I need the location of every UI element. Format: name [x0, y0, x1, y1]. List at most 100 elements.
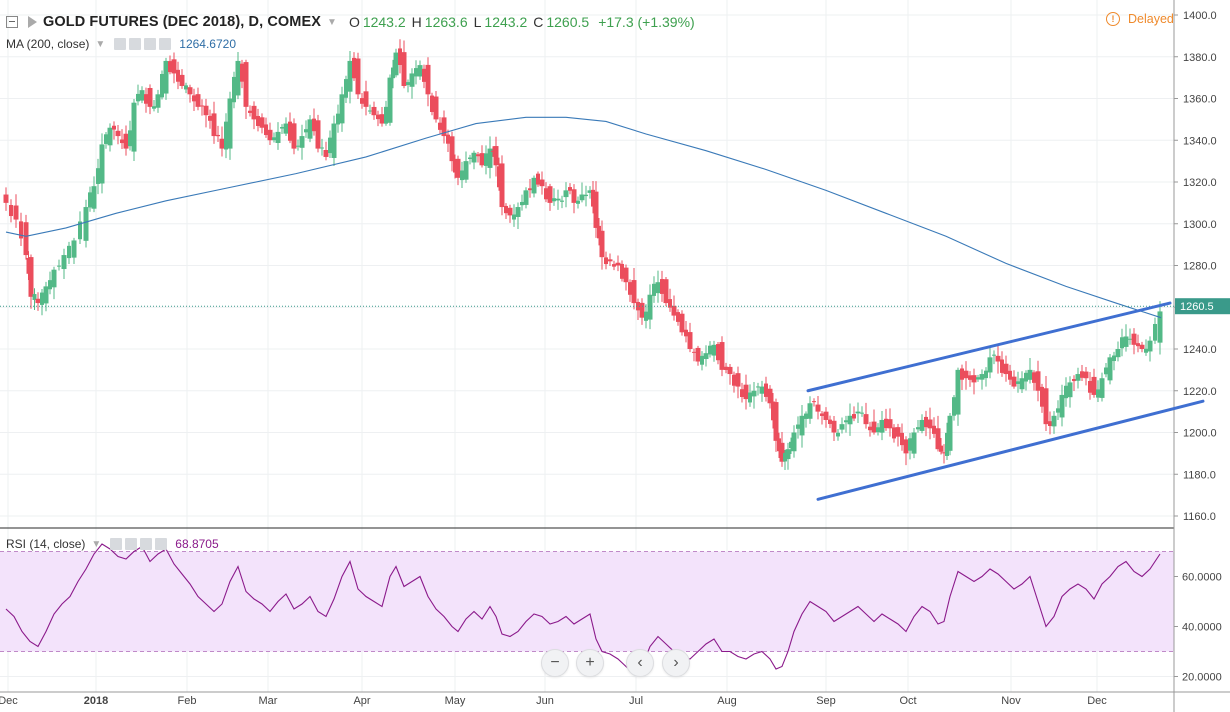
- more-icon[interactable]: [144, 38, 157, 50]
- candle-body: [406, 82, 410, 86]
- candle-body: [339, 94, 345, 124]
- candle-body: [679, 313, 685, 333]
- candle-body: [171, 59, 177, 74]
- candle-body: [123, 133, 129, 149]
- candle-body: [379, 114, 385, 124]
- candle-body: [3, 194, 9, 203]
- candle-body: [195, 94, 201, 107]
- candle-body: [176, 69, 180, 82]
- candle-body: [868, 426, 872, 431]
- close-icon[interactable]: [159, 38, 172, 50]
- chevron-down-icon[interactable]: ▼: [91, 538, 102, 550]
- candle-body: [952, 397, 956, 416]
- candle-body: [796, 424, 800, 429]
- candle-body: [767, 388, 773, 404]
- eye-icon[interactable]: [110, 538, 123, 550]
- candle-body: [387, 77, 393, 123]
- candle-body: [1003, 363, 1009, 375]
- close-icon[interactable]: [155, 538, 168, 550]
- candle-body: [644, 311, 648, 321]
- chevron-down-icon[interactable]: ▼: [95, 38, 106, 50]
- candle-body: [724, 366, 728, 370]
- high-label: H: [411, 14, 422, 30]
- settings-icon[interactable]: [129, 38, 142, 50]
- candle-body: [83, 207, 89, 241]
- candle-body: [57, 265, 61, 267]
- chevron-down-icon[interactable]: ▼: [327, 16, 337, 28]
- zoom-in-button[interactable]: +: [576, 649, 604, 677]
- candle-body: [1136, 343, 1140, 347]
- candle-body: [203, 105, 209, 116]
- scroll-right-button[interactable]: ›: [662, 649, 690, 677]
- candle-body: [91, 186, 97, 209]
- candle-body: [1112, 355, 1116, 362]
- eye-icon[interactable]: [114, 38, 127, 50]
- time-tick-label: Mar: [259, 695, 278, 707]
- candle-body: [355, 58, 361, 95]
- candle-body: [35, 298, 41, 304]
- candle-body: [777, 438, 781, 452]
- candle-body: [460, 170, 464, 181]
- candle-body: [823, 411, 829, 420]
- candle-body: [391, 67, 395, 79]
- candle-body: [78, 221, 82, 240]
- candle-body: [604, 257, 608, 265]
- candle-body: [1032, 372, 1036, 383]
- candle-body: [224, 121, 228, 150]
- candle-body: [520, 201, 524, 206]
- candle-body: [663, 279, 669, 304]
- candle-body: [168, 61, 172, 73]
- candle-body: [771, 401, 775, 421]
- candle-body: [652, 283, 656, 296]
- candle-body: [19, 221, 23, 239]
- candle-body: [280, 127, 284, 129]
- more-icon[interactable]: [140, 538, 153, 550]
- candle-body: [1083, 371, 1089, 379]
- candle-body: [1051, 415, 1057, 427]
- zoom-out-button[interactable]: −: [541, 649, 569, 677]
- rsi-tick-label: 20.0000: [1182, 672, 1222, 684]
- candle-body: [438, 122, 442, 130]
- candle-body: [352, 57, 356, 79]
- candle-body: [660, 279, 664, 294]
- candle-body: [615, 262, 621, 266]
- candle-body: [979, 374, 985, 380]
- candle-body: [409, 73, 415, 87]
- candle-body: [1107, 357, 1113, 381]
- settings-icon[interactable]: [125, 538, 138, 550]
- flag-icon[interactable]: [28, 16, 37, 28]
- candle-body: [96, 168, 100, 184]
- delayed-badge[interactable]: ! Delayed: [1106, 12, 1174, 26]
- candle-body: [593, 191, 599, 228]
- delayed-label: Delayed: [1128, 12, 1174, 26]
- symbol-title[interactable]: GOLD FUTURES (DEC 2018), D, COMEX: [43, 14, 322, 30]
- candle-body: [235, 60, 241, 96]
- time-tick-label: Feb: [178, 695, 197, 707]
- candle-body: [591, 189, 595, 207]
- candle-body: [968, 375, 972, 380]
- candle-body: [579, 194, 585, 201]
- candle-body: [112, 125, 116, 130]
- candle-body: [947, 415, 953, 451]
- candle-body: [128, 130, 132, 147]
- candle-body: [655, 282, 661, 294]
- rsi-label[interactable]: RSI (14, close): [6, 537, 86, 551]
- candle-body: [463, 161, 469, 180]
- candle-body: [636, 301, 640, 311]
- price-tick-label: 1340.0: [1183, 135, 1217, 147]
- scroll-left-button[interactable]: ‹: [626, 649, 654, 677]
- candle-body: [1011, 376, 1017, 387]
- candle-body: [812, 401, 816, 403]
- candle-body: [879, 419, 885, 433]
- candle-body: [32, 294, 37, 300]
- rsi-legend: RSI (14, close) ▼ 68.8705: [6, 535, 219, 553]
- collapse-icon[interactable]: [6, 16, 18, 28]
- candle-body: [764, 383, 768, 397]
- candle-body: [924, 416, 928, 428]
- ma-label[interactable]: MA (200, close): [6, 37, 90, 51]
- candle-body: [571, 189, 577, 203]
- candle-body: [684, 329, 688, 337]
- candle-body: [839, 424, 845, 430]
- candle-body: [955, 369, 961, 415]
